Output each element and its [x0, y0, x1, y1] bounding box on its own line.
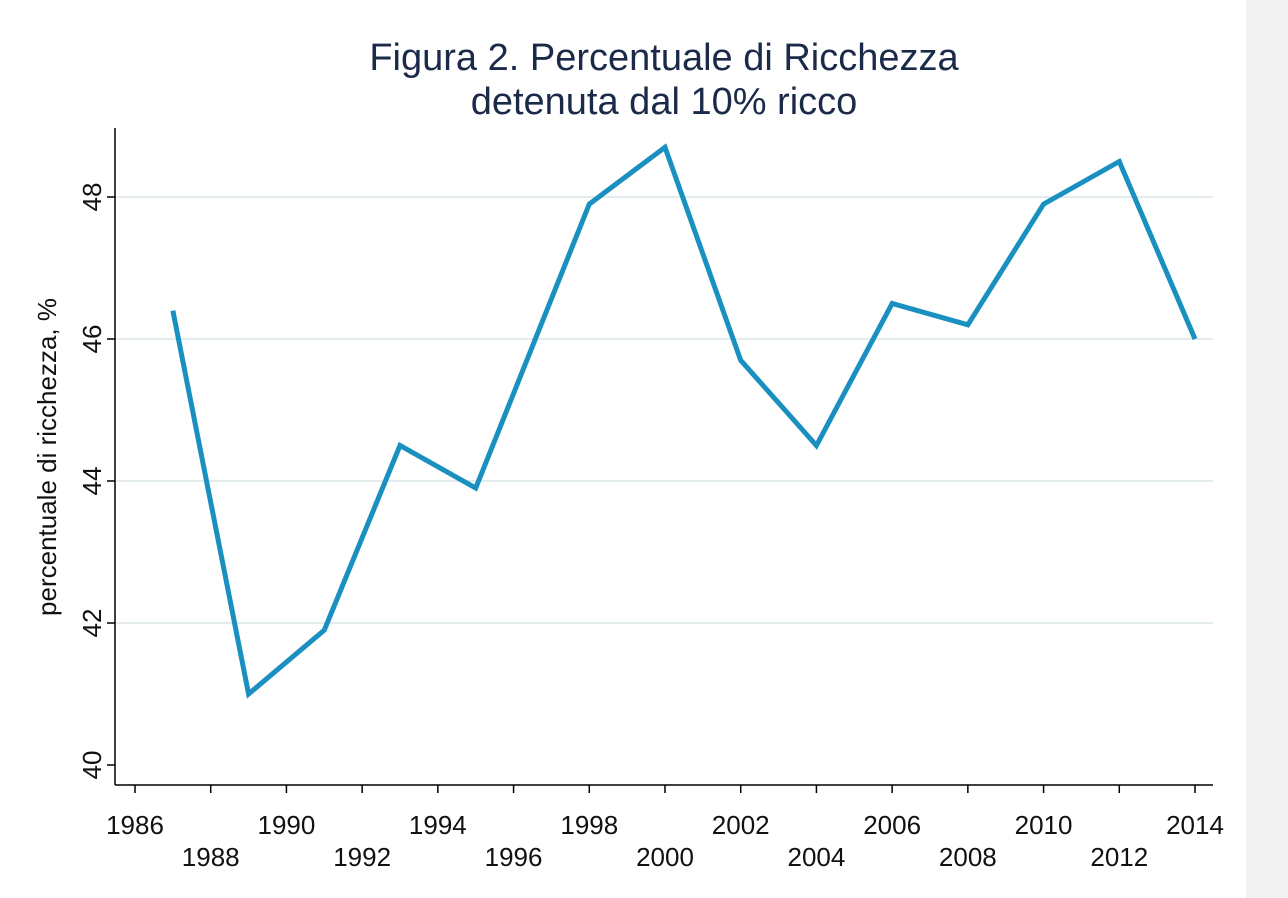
y-tick-label: 40 [77, 751, 107, 780]
right-margin-strip [1246, 0, 1288, 898]
x-tick-label: 1986 [106, 810, 164, 840]
x-tick-label: 2010 [1015, 810, 1073, 840]
y-tick-label: 42 [77, 609, 107, 638]
y-tick-label: 46 [77, 325, 107, 354]
x-tick-label: 2012 [1090, 842, 1148, 872]
x-tick-label: 1988 [182, 842, 240, 872]
y-tick-label: 44 [77, 467, 107, 496]
x-tick-label: 2006 [863, 810, 921, 840]
x-tick-label: 1998 [560, 810, 618, 840]
x-tick-label: 1996 [485, 842, 543, 872]
x-tick-label: 2004 [788, 842, 846, 872]
series-line [170, 143, 1198, 699]
y-axis-label: percentuale di ricchezza, % [32, 298, 62, 616]
x-tick-label: 2000 [636, 842, 694, 872]
y-tick-label: 48 [77, 183, 107, 212]
x-tick-label: 1992 [333, 842, 391, 872]
x-tick-label: 2008 [939, 842, 997, 872]
chart-title-line-2: detenuta dal 10% ricco [471, 81, 858, 123]
x-tick-label: 2002 [712, 810, 770, 840]
chart-title-line-1: Figura 2. Percentuale di Ricchezza [369, 37, 959, 79]
x-tick-label: 2014 [1166, 810, 1224, 840]
x-tick-label: 1990 [258, 810, 316, 840]
x-tick-label: 1994 [409, 810, 467, 840]
